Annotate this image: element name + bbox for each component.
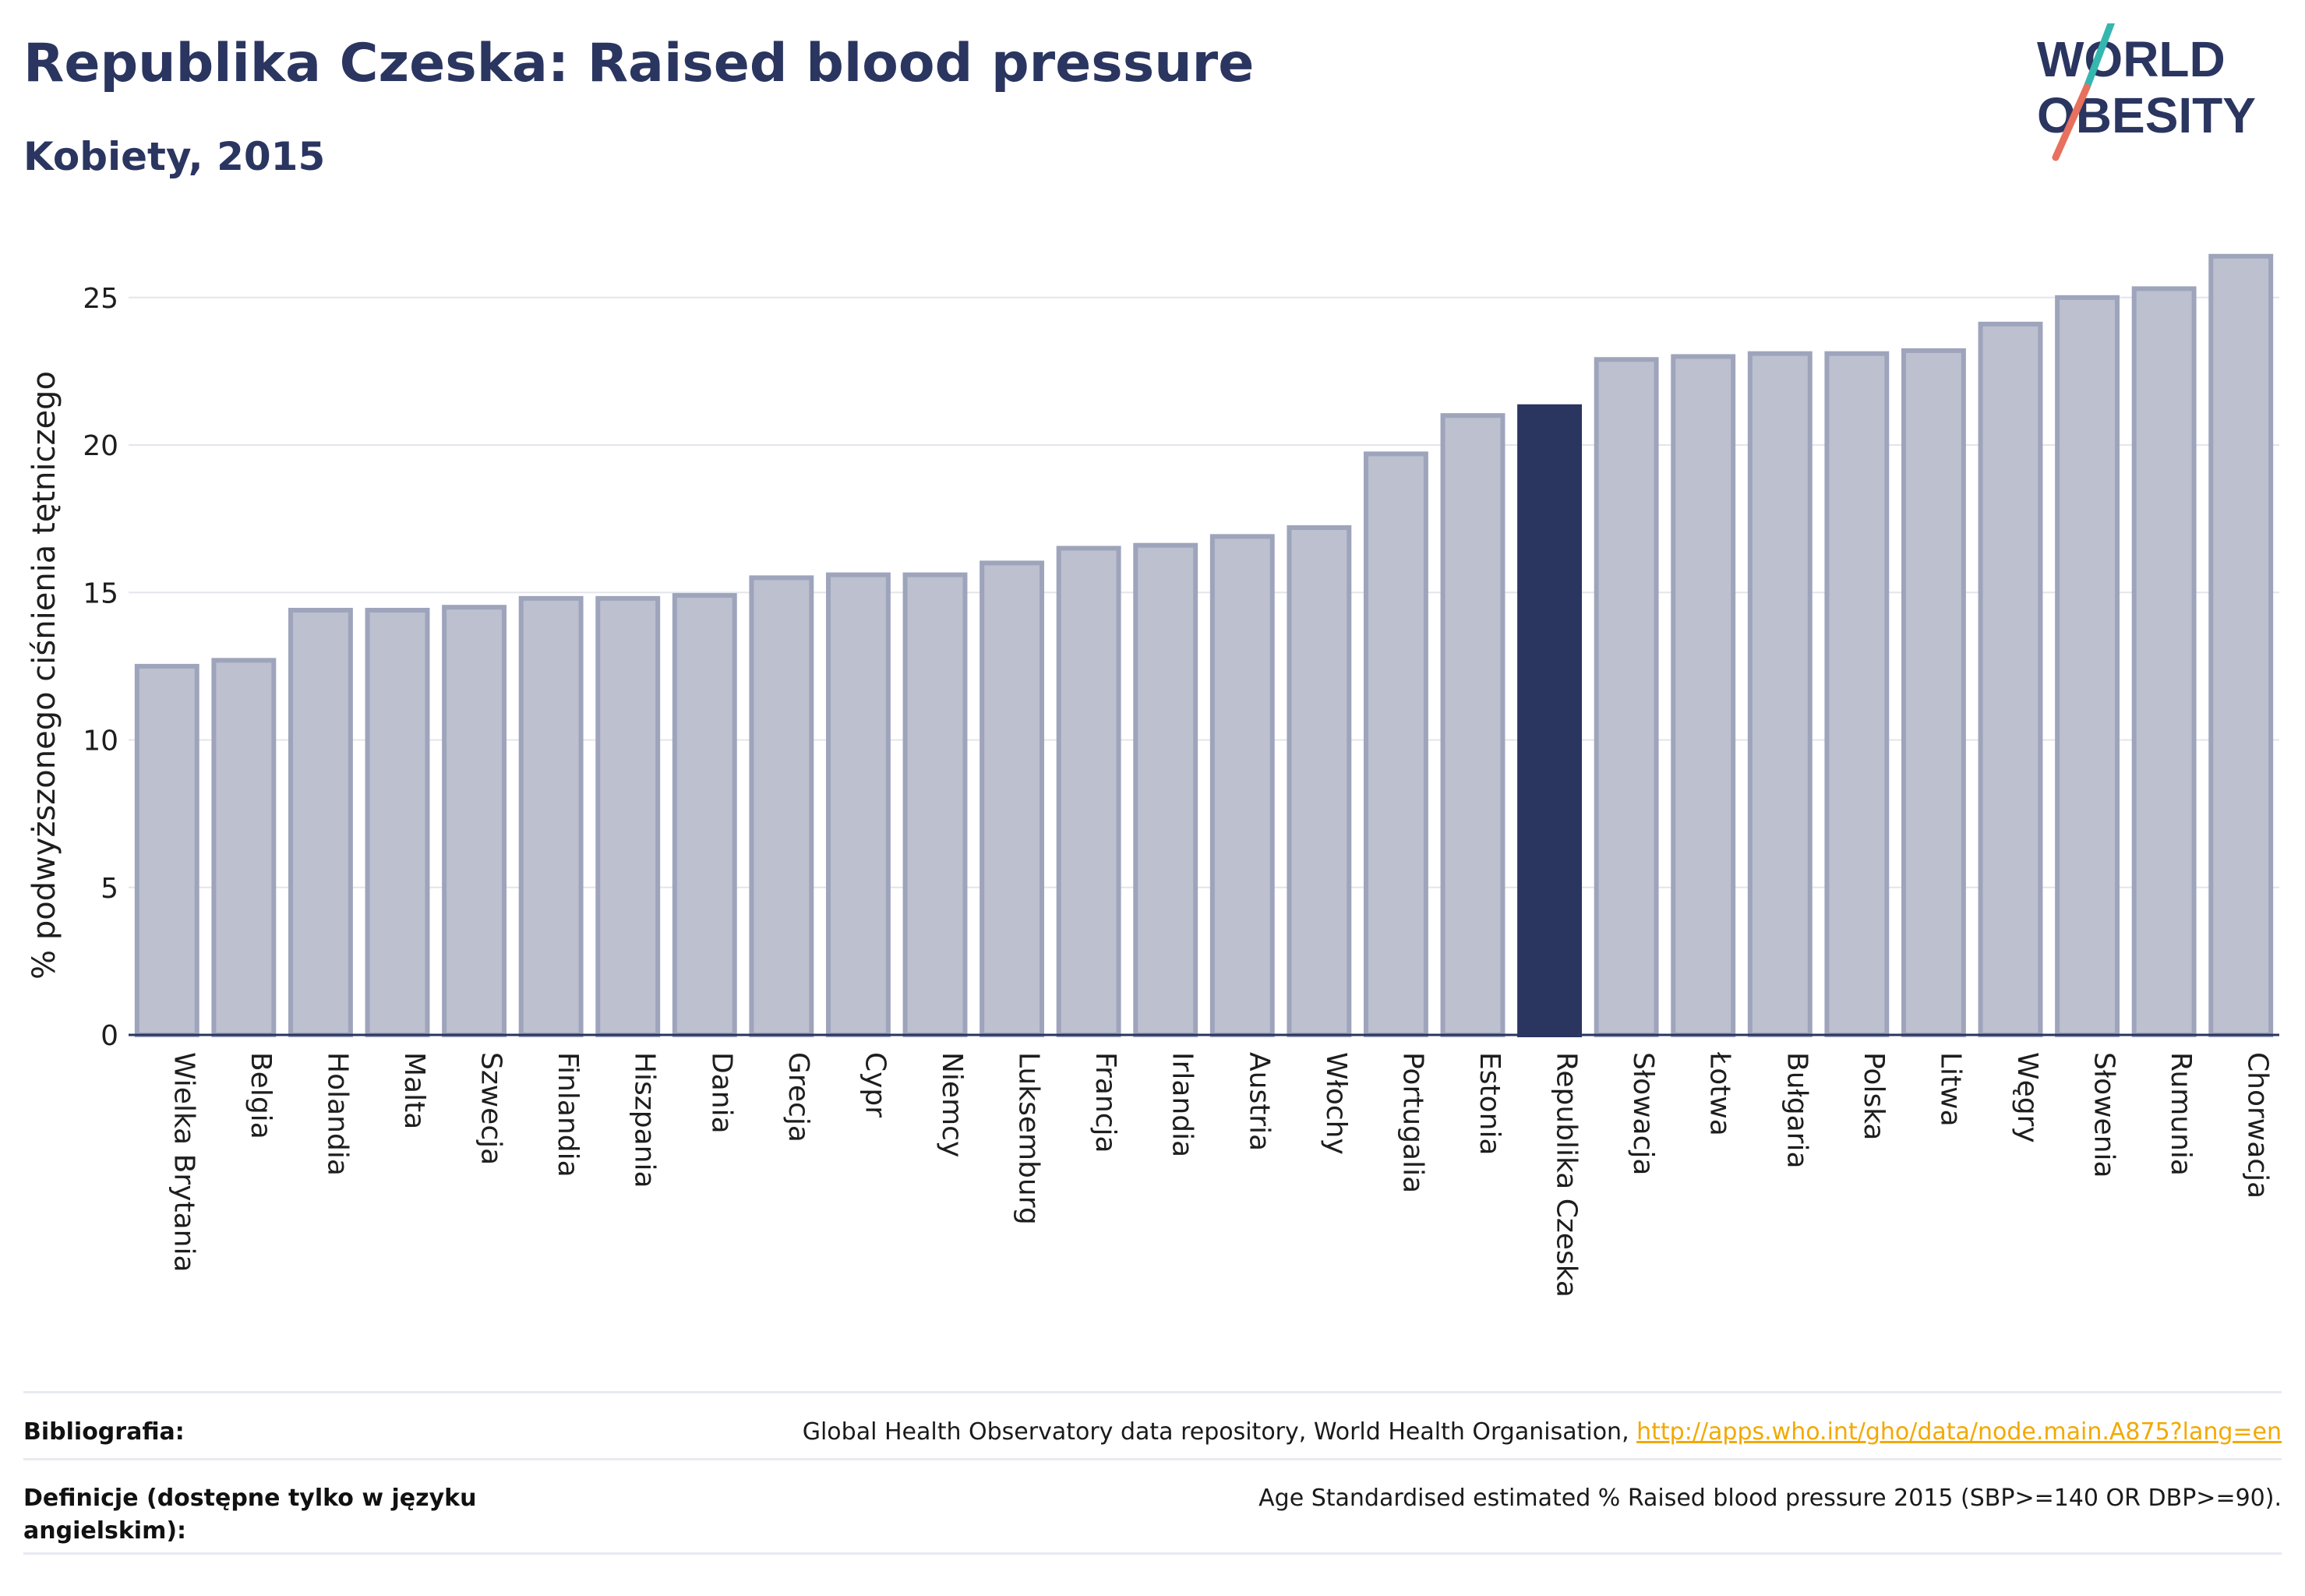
bar-chart: 0 5 10 15 20 25 Wielka Brytania Belgia Holandia… [26, 253, 2279, 1298]
bar [902, 572, 968, 1037]
bar [980, 560, 1045, 1037]
x-tick-label: Węgry [2011, 1052, 2043, 1143]
definitions-label: Definicje (dostępne tylko w języku angie… [23, 1485, 477, 1545]
page-subtitle: Kobiety, 2015 [23, 134, 326, 179]
x-tick-label: Szwecja [475, 1052, 507, 1165]
x-tick-label: Malta [398, 1052, 430, 1129]
y-tick-label: 0 [101, 1020, 118, 1052]
x-tick-label: Słowenia [2088, 1052, 2120, 1178]
bar-highlighted [1517, 404, 1583, 1037]
bar [1978, 321, 2043, 1038]
x-tick-label: Polska [1858, 1052, 1890, 1140]
x-tick-label: Litwa [1934, 1052, 1966, 1127]
x-tick-label: Cypr [859, 1052, 891, 1118]
logo-text-world: WORLD [2037, 31, 2226, 87]
bar [442, 605, 507, 1037]
bar [518, 595, 584, 1037]
logo-slash-top [2083, 23, 2116, 91]
y-axis-label: % podwyższonego ciśnienia tętniczego [26, 371, 62, 980]
x-tick-label: Francja [1089, 1052, 1121, 1153]
y-tick-label: 15 [83, 577, 118, 609]
bibliography-link[interactable]: http://apps.who.int/gho/data/node.main.A… [1636, 1418, 2282, 1446]
bar [211, 658, 277, 1037]
page-title: Republika Czeska: Raised blood pressure [23, 33, 1255, 94]
y-tick-label: 25 [83, 283, 118, 315]
bars [134, 253, 2274, 1038]
x-tick-label: Dania [705, 1052, 737, 1134]
bar [749, 575, 814, 1037]
x-tick-label: Portugalia [1396, 1052, 1428, 1193]
bar [134, 663, 199, 1037]
x-tick-label: Belgia [245, 1052, 277, 1139]
x-tick-label: Austria [1243, 1052, 1275, 1151]
x-tick-label: Grecja [782, 1052, 814, 1142]
logo-slash-bottom [2052, 83, 2091, 161]
bar [365, 607, 430, 1037]
bar [825, 572, 891, 1037]
bar [595, 595, 661, 1037]
bar [288, 607, 353, 1037]
bibliography-text: Global Health Observatory data repositor… [803, 1416, 2282, 1449]
x-tick-label: Estonia [1474, 1052, 1505, 1156]
bar [1133, 542, 1198, 1037]
bar [1287, 524, 1352, 1037]
bibliography-source: Global Health Observatory data repositor… [802, 1418, 1637, 1446]
x-tick-label: Bułgaria [1781, 1052, 1813, 1169]
x-tick-label: Chorwacja [2242, 1052, 2274, 1199]
bar [1824, 351, 1890, 1038]
x-tick-label: Niemcy [936, 1052, 968, 1157]
x-tick-label: Rumunia [2165, 1052, 2197, 1176]
bar [2055, 295, 2120, 1038]
bar [1594, 357, 1659, 1037]
x-axis-tick-labels: Wielka Brytania Belgia Holandia Malta Szwecj… [168, 1051, 2273, 1298]
x-tick-label: Finlandia [552, 1052, 584, 1178]
x-tick-label: Irlandia [1167, 1052, 1198, 1157]
x-tick-label: Holandia [321, 1052, 353, 1176]
x-tick-label: Wielka Brytania [168, 1052, 199, 1273]
x-tick-label: Republika Czeska [1551, 1052, 1583, 1298]
x-tick-label: Hiszpania [629, 1052, 661, 1188]
bar [1363, 451, 1428, 1037]
x-tick-label: Włochy [1320, 1052, 1352, 1155]
y-tick-label: 10 [83, 726, 118, 757]
bar [1209, 534, 1275, 1037]
x-tick-label: Luksemburg [1013, 1052, 1045, 1225]
world-obesity-logo: WORLD OBESITY [2037, 23, 2256, 161]
x-tick-label: Słowacja [1627, 1052, 1659, 1175]
bar [1747, 351, 1813, 1038]
footer: Bibliografia: Global Health Observatory … [23, 1391, 2282, 1555]
bar [2131, 286, 2197, 1037]
bar [2208, 253, 2274, 1037]
definitions-text: Age Standardised estimated % Raised bloo… [1258, 1485, 2282, 1512]
bibliography-label: Bibliografia: [23, 1418, 185, 1446]
bar [1056, 546, 1121, 1037]
y-tick-label: 20 [83, 430, 118, 462]
x-tick-label: Łotwa [1704, 1051, 1736, 1136]
bar [1440, 413, 1505, 1037]
y-axis-tick-labels: 0 5 10 15 20 25 [83, 283, 118, 1052]
y-tick-label: 5 [101, 873, 118, 905]
bar [1901, 348, 1966, 1037]
definitions-row: Definicje (dostępne tylko w języku angie… [23, 1458, 2282, 1555]
bar [1671, 354, 1736, 1038]
bar [672, 593, 737, 1037]
bibliography-row: Bibliografia: Global Health Observatory … [23, 1391, 2282, 1458]
